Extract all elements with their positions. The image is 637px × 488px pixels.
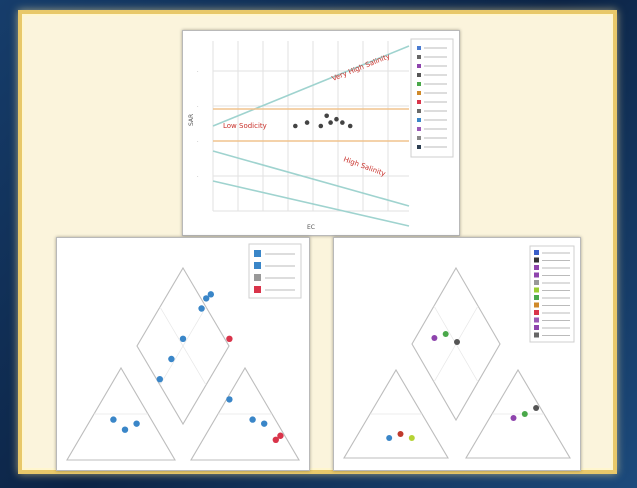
legend-marker [417, 55, 421, 59]
svg-text:·: · [197, 69, 199, 75]
top-chart-svg: Low Sodicity Very High Salinity High Sal… [183, 31, 459, 235]
data-point [110, 416, 117, 423]
data-point [179, 335, 187, 342]
data-point [272, 436, 279, 443]
legend-marker [417, 109, 421, 113]
svg-text:·: · [197, 139, 199, 145]
data-point [293, 123, 298, 129]
data-point [261, 420, 268, 427]
piper-right-legend [529, 245, 575, 343]
legend-marker [417, 46, 421, 50]
legend-marker [534, 265, 539, 270]
data-point [408, 435, 415, 441]
data-point [277, 432, 284, 439]
piper-diagram-right [333, 237, 581, 471]
data-point [226, 335, 233, 342]
legend-marker [417, 64, 421, 68]
piper-diagram-left [56, 237, 310, 471]
legend-marker [534, 332, 539, 338]
data-point [533, 405, 540, 411]
legend-marker [534, 280, 539, 285]
data-point [454, 339, 460, 345]
legend-marker [417, 145, 421, 149]
legend-marker [254, 262, 261, 269]
svg-text:·: · [197, 174, 199, 180]
data-point [318, 123, 324, 129]
legend-marker [534, 302, 539, 308]
legend-marker [417, 136, 421, 140]
data-point [397, 431, 404, 437]
data-point [328, 120, 333, 125]
data-point [203, 295, 210, 302]
legend-marker [254, 286, 261, 293]
legend-marker [417, 100, 421, 104]
piper-left-legend [248, 243, 302, 299]
data-point [207, 291, 215, 298]
salinity-sodicity-chart: Low Sodicity Very High Salinity High Sal… [182, 30, 460, 236]
data-point [510, 415, 517, 421]
legend-marker [417, 118, 421, 122]
legend-marker [417, 82, 421, 86]
piper-left-svg [57, 238, 309, 470]
legend-marker [534, 325, 539, 330]
data-point [168, 355, 175, 363]
data-point [304, 120, 310, 125]
data-point [226, 396, 233, 403]
data-point [442, 331, 449, 337]
data-point [340, 120, 345, 125]
data-point [249, 416, 256, 423]
piper-left-points [110, 291, 284, 443]
svg-text:·: · [197, 104, 199, 110]
legend-marker [254, 250, 261, 257]
data-point [121, 426, 129, 433]
data-point [521, 411, 528, 417]
top-chart-xlabel: EC [307, 224, 315, 231]
legend-marker [417, 73, 421, 77]
legend-marker [534, 257, 539, 263]
top-chart-legend-items [417, 46, 447, 149]
legend-marker [417, 91, 421, 95]
piper-right-points [386, 331, 540, 441]
legend-marker [534, 310, 539, 315]
legend-marker [534, 317, 539, 323]
data-point [386, 435, 393, 441]
piper-right-svg [334, 238, 580, 470]
data-point [324, 113, 329, 119]
legend-marker [417, 127, 421, 131]
legend-marker [534, 287, 539, 293]
top-chart-points [293, 113, 353, 129]
legend-marker [534, 295, 539, 300]
legend-marker [534, 250, 539, 255]
top-chart-ylabel: SAR [188, 114, 195, 126]
annotation-low-sodicity: Low Sodicity [223, 122, 267, 130]
data-point [133, 420, 140, 427]
data-point [156, 376, 163, 383]
legend-marker [254, 274, 261, 281]
data-point [431, 335, 438, 341]
data-point [347, 123, 353, 129]
data-point [334, 116, 339, 122]
data-point [198, 305, 205, 312]
legend-marker [534, 272, 539, 278]
